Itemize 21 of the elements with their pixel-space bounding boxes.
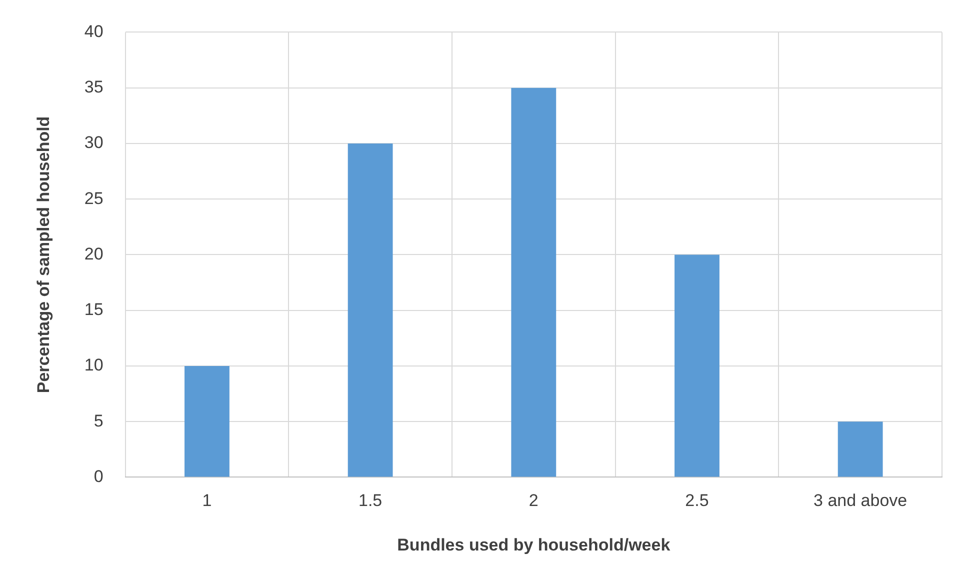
x-tick-label: 3 and above — [814, 491, 908, 510]
y-tick-label: 0 — [94, 466, 104, 486]
y-tick-label: 15 — [84, 300, 104, 320]
bar — [511, 88, 556, 477]
bar — [674, 254, 720, 477]
y-axis-title: Percentage of sampled household — [34, 116, 53, 394]
bar — [838, 422, 883, 477]
y-tick-label: 35 — [84, 78, 104, 97]
x-tick-label: 1 — [202, 491, 212, 510]
y-tick-label: 5 — [94, 411, 104, 430]
x-tick-label: 2 — [528, 491, 538, 510]
bar — [348, 143, 393, 477]
x-axis-title: Bundles used by household/week — [397, 535, 671, 554]
y-tick-label: 20 — [84, 244, 104, 264]
y-tick-label: 30 — [84, 133, 104, 152]
bar — [184, 366, 230, 477]
x-tick-label: 1.5 — [358, 491, 382, 510]
y-tick-label: 25 — [84, 188, 104, 208]
y-tick-label: 40 — [84, 22, 104, 41]
y-tick-label: 10 — [84, 356, 104, 375]
x-tick-label: 2.5 — [685, 491, 709, 510]
